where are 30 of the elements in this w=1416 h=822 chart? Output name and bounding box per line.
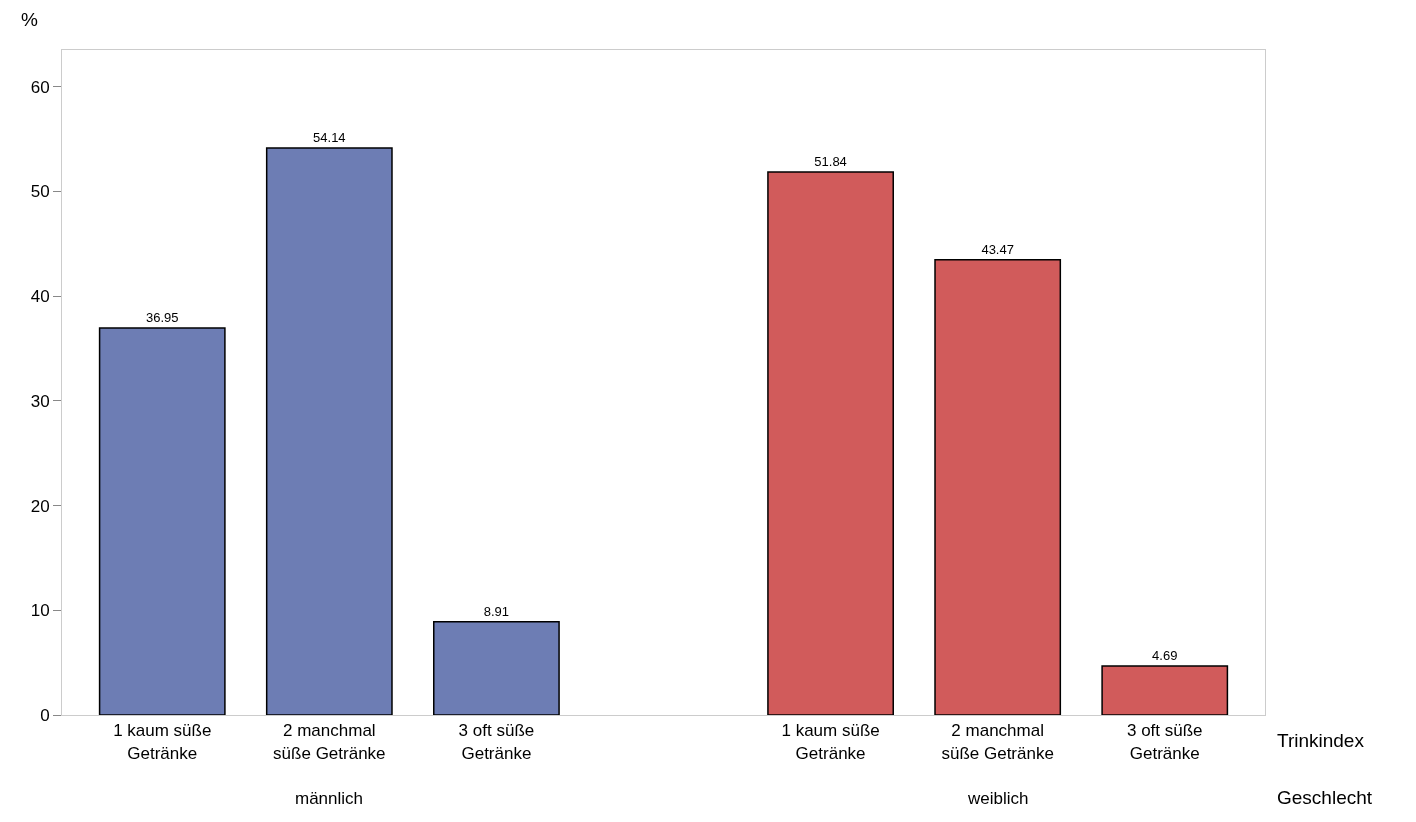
y-axis-title: %: [21, 9, 38, 30]
x-tick-label: 1 kaum süße Getränke: [113, 721, 212, 763]
y-tick-label: 0: [40, 705, 50, 725]
bar: [433, 620, 560, 715]
data-label: 51.84: [814, 154, 847, 170]
text: männlich: [295, 789, 364, 808]
y-tick-label: 60: [30, 77, 50, 97]
x-tick-label: 2 manchmal süße Getränke: [273, 721, 386, 763]
data-label: 4.69: [1152, 647, 1178, 663]
y-tick-label: 30: [30, 391, 50, 411]
y-tick-label: 40: [30, 287, 50, 307]
text: Geschlecht: [1277, 787, 1373, 808]
bar: [767, 171, 894, 715]
x-tick-label: 1 kaum süße Getränke: [781, 721, 880, 763]
y-tick-label: 10: [30, 601, 50, 621]
y-tick-label: 20: [30, 496, 50, 516]
data-label: 36.95: [145, 310, 179, 326]
data-label: 54.14: [313, 130, 346, 146]
y-tick-label: 50: [30, 182, 50, 202]
x-tick-label: 3 oft süße Getränke: [458, 721, 535, 763]
text: weiblich: [967, 789, 1029, 808]
bar: [98, 327, 226, 715]
x-axis-title: Trinkindex: [1277, 730, 1365, 751]
bar: [1101, 665, 1229, 715]
x-tick-label: 2 manchmal süße Getränke: [941, 721, 1054, 763]
data-label: 43.47: [981, 241, 1014, 257]
x-tick-label: 3 oft süße Getränke: [1126, 721, 1203, 763]
data-label: 8.91: [483, 603, 510, 619]
bar: [265, 147, 393, 715]
bar: [934, 259, 1062, 715]
